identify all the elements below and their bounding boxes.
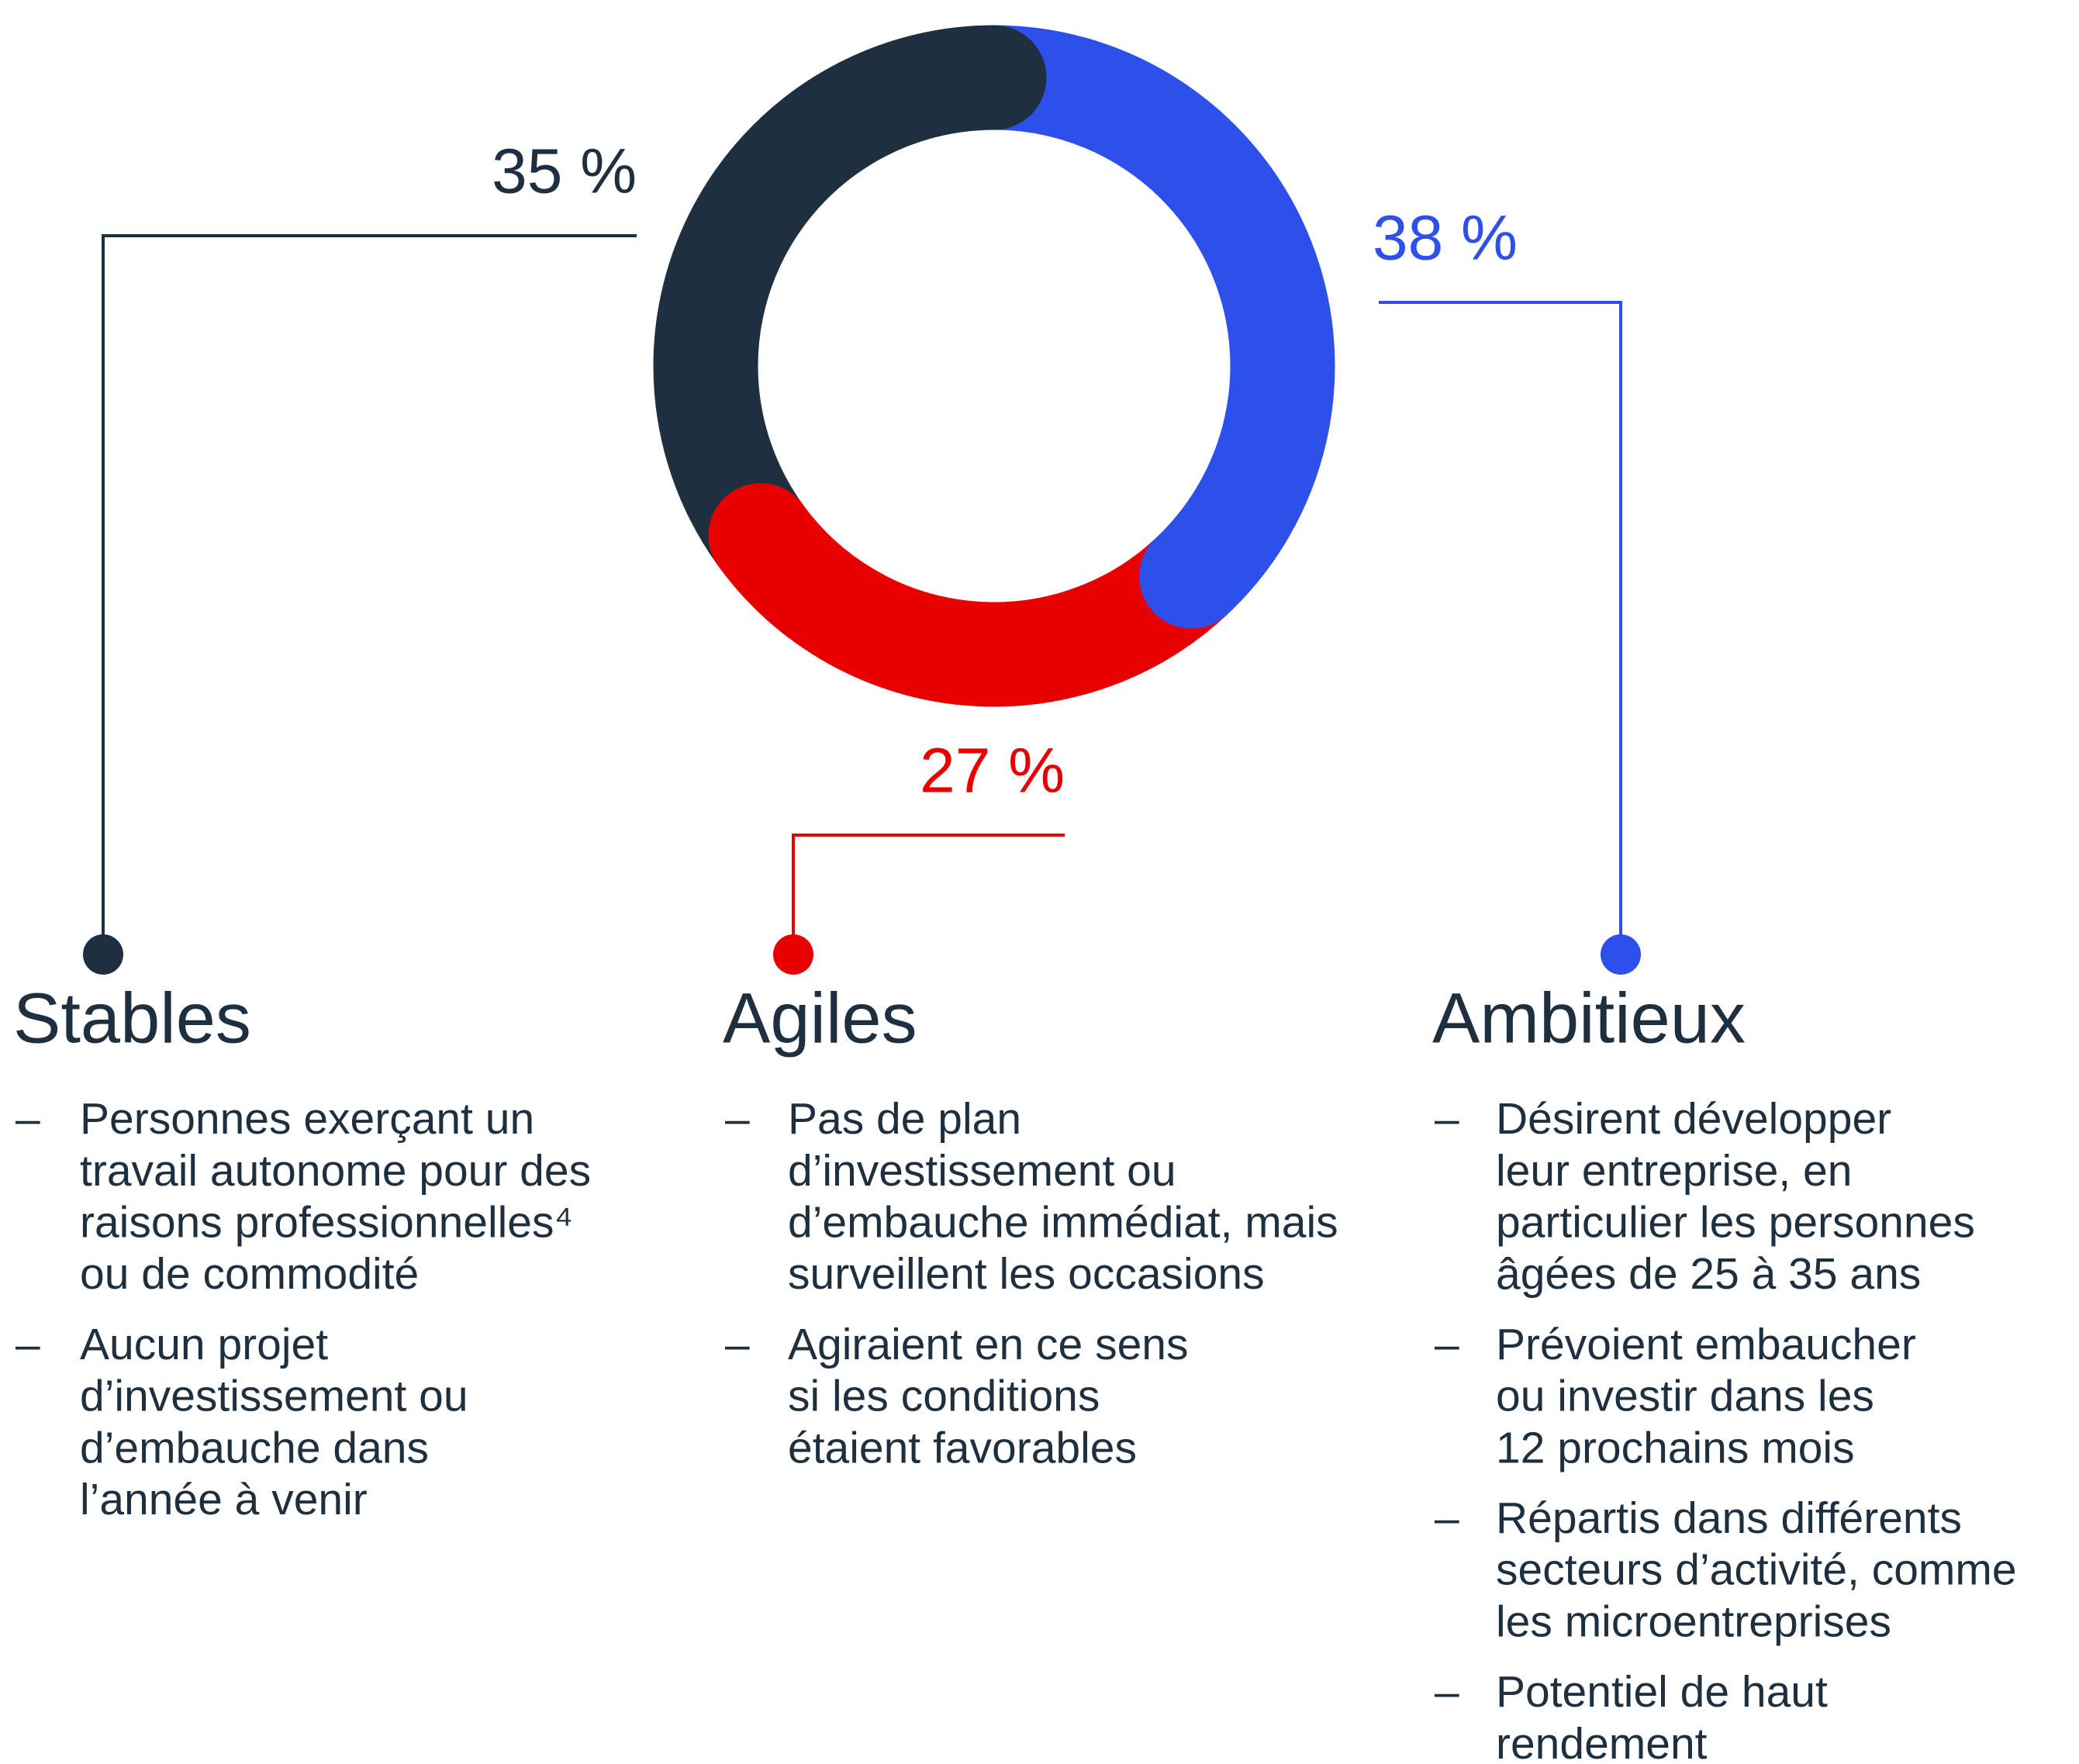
bullet-text: d’embauche dans [80,1423,429,1472]
leader-line [792,834,1065,954]
bullet-text: d’investissement ou [788,1146,1176,1196]
bullet-dash: – [725,1320,750,1369]
bullet-text: l’année à venir [80,1475,368,1524]
bullet-text: Prévoient embaucher [1496,1320,1916,1369]
value-label: 27 % [920,736,1065,806]
value-label: 35 % [492,136,637,207]
bullet-dash: – [1435,1493,1459,1543]
bullet-text: Aucun projet [80,1320,328,1369]
bullet-text: ou de commodité [80,1249,419,1299]
leader-dot [1601,934,1641,975]
bullet-text: Pas de plan [788,1094,1021,1144]
group-heading: Ambitieux [1432,979,1746,1058]
bullet-text: d’embauche immédiat, mais [788,1197,1338,1247]
value-label: 38 % [1373,203,1518,274]
bullet-dash: – [16,1094,40,1144]
leader-line [1379,301,1622,954]
bullet-text: particulier les personnes [1496,1197,1975,1247]
leader-line [102,234,637,954]
bullet-text: rendement [1496,1719,1708,1764]
bullet-text: Agiraient en ce sens [788,1320,1188,1369]
group-heading: Agiles [723,979,917,1058]
bullet-dash: – [16,1320,40,1369]
segment-cap [941,25,1047,130]
bullet-text: d’investissement ou [80,1372,468,1421]
bullet-text: surveillent les occasions [788,1249,1265,1299]
bullet-text: leur entreprise, en [1496,1146,1852,1196]
bullet-text: Potentiel de haut [1496,1667,1828,1717]
bullet-text: les microentreprises [1496,1597,1891,1646]
bullet-text: étaient favorables [788,1423,1137,1472]
segment-cap [1139,523,1245,629]
bullet-text: si les conditions [788,1372,1100,1421]
bullet-dash: – [1435,1667,1459,1717]
bullet-text: secteurs d’activité, comme [1496,1545,2017,1595]
bullet-text: raisons professionnelles⁴ [80,1197,573,1247]
bullet-dash: – [1435,1320,1459,1369]
donut-segment [653,25,995,567]
bullet-text: âgées de 25 à 35 ans [1496,1249,1921,1299]
bullet-dash: – [1435,1094,1459,1144]
bullet-dash: – [725,1094,750,1144]
bullet-text: Répartis dans différents [1496,1493,1962,1543]
bullet-text: Désirent développer [1496,1094,1891,1144]
leader-dot [83,934,123,975]
bullet-text: ou investir dans les [1496,1372,1874,1421]
donut-segment [718,504,1228,707]
donut-segment [993,25,1335,615]
bullet-text: 12 prochains mois [1496,1423,1855,1472]
segment-cap [708,483,813,589]
bullet-text: travail autonome pour des [80,1146,591,1196]
leader-dot [773,934,813,975]
bullet-text: Personnes exerçant un [80,1094,534,1144]
group-heading: Stables [13,979,251,1058]
